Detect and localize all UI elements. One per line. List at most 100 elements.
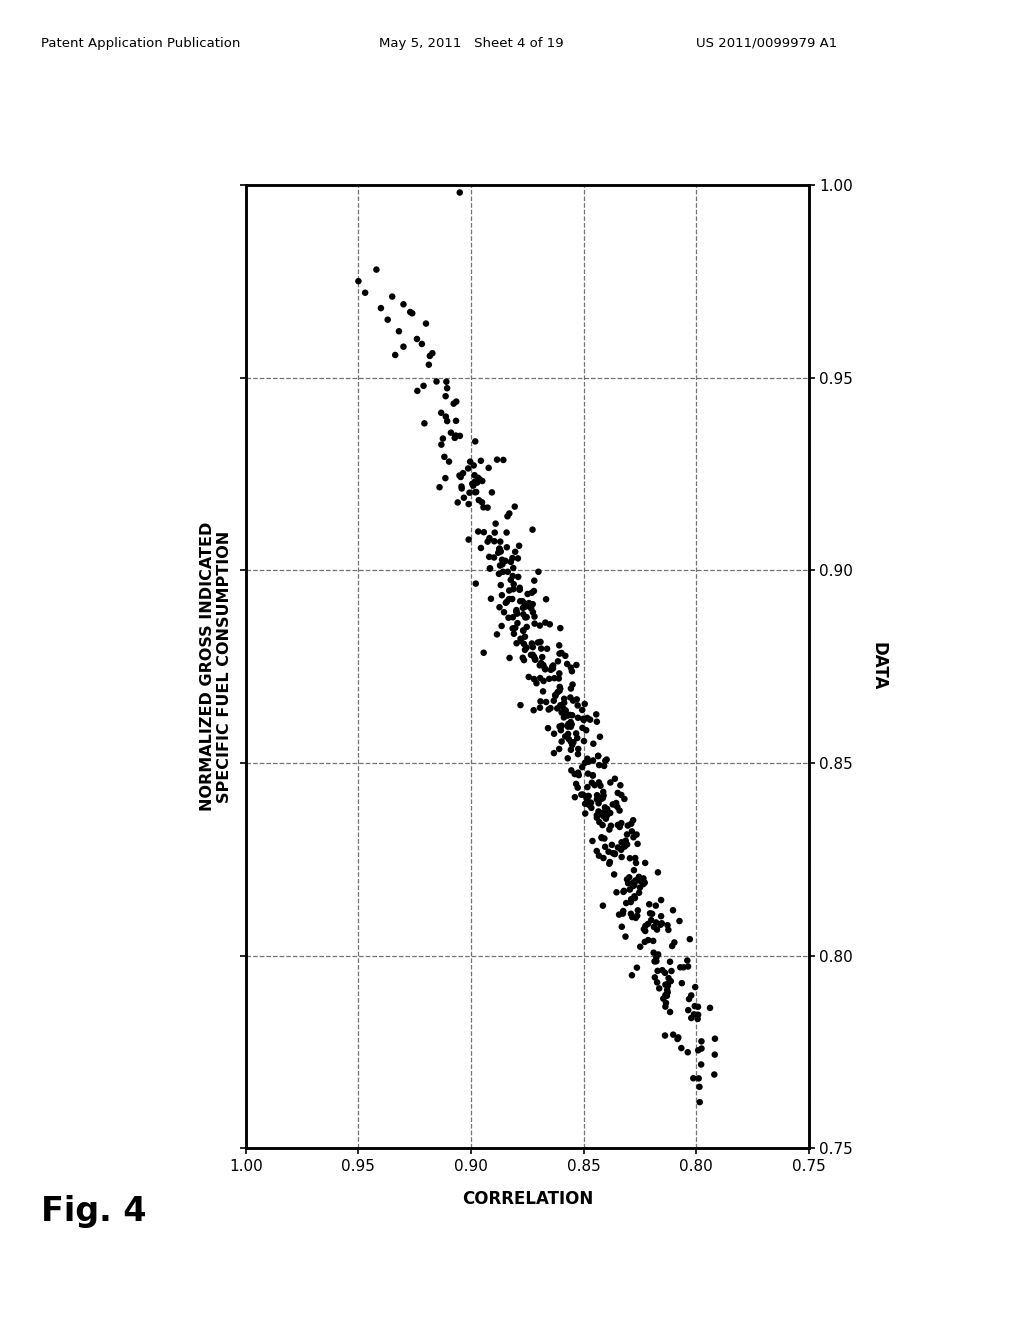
Point — [627, 873, 643, 894]
Point — [646, 950, 663, 972]
Point — [564, 661, 581, 682]
Point — [529, 632, 546, 653]
Point — [474, 492, 490, 513]
Point — [557, 645, 573, 667]
Point — [545, 657, 561, 678]
Point — [620, 873, 636, 894]
Point — [350, 271, 367, 292]
Point — [589, 784, 605, 805]
Point — [438, 371, 455, 392]
Point — [561, 729, 578, 750]
Point — [628, 870, 644, 891]
Point — [580, 785, 596, 807]
Point — [574, 700, 591, 721]
Point — [651, 978, 668, 999]
Point — [674, 973, 690, 994]
Point — [601, 818, 617, 840]
Point — [488, 624, 505, 645]
Point — [656, 962, 673, 983]
Point — [479, 531, 496, 552]
Point — [609, 783, 626, 804]
Point — [509, 603, 525, 624]
Point — [490, 564, 507, 585]
Point — [466, 465, 482, 486]
Point — [391, 321, 408, 342]
Point — [613, 846, 630, 867]
Point — [598, 808, 614, 829]
Point — [447, 425, 464, 446]
Point — [624, 821, 640, 842]
Point — [590, 746, 606, 767]
Point — [431, 477, 447, 498]
Point — [552, 676, 568, 697]
Point — [473, 537, 489, 558]
Point — [570, 738, 587, 759]
Point — [452, 465, 468, 486]
Point — [597, 750, 613, 771]
Point — [637, 853, 653, 874]
Point — [643, 909, 659, 931]
Point — [662, 952, 678, 973]
Point — [418, 313, 434, 334]
Point — [622, 879, 638, 900]
Point — [707, 1044, 723, 1065]
Point — [604, 793, 621, 814]
Point — [657, 993, 674, 1014]
Point — [568, 774, 585, 795]
Point — [503, 552, 519, 573]
Point — [664, 936, 680, 957]
Point — [614, 903, 631, 924]
Point — [553, 719, 569, 741]
Point — [575, 730, 592, 751]
Point — [622, 847, 638, 869]
Point — [481, 528, 498, 549]
Point — [505, 578, 521, 599]
Point — [538, 692, 554, 713]
Point — [690, 997, 707, 1018]
Point — [494, 585, 510, 606]
Point — [523, 634, 540, 655]
Point — [562, 717, 579, 738]
Point — [597, 797, 613, 818]
Point — [454, 477, 470, 498]
Point — [546, 723, 562, 744]
Point — [552, 678, 568, 700]
Point — [532, 631, 549, 652]
Point — [707, 1064, 723, 1085]
Point — [605, 842, 622, 863]
Point — [628, 853, 644, 874]
Point — [670, 1027, 686, 1048]
Point — [455, 462, 471, 483]
Point — [517, 639, 534, 660]
Point — [579, 788, 595, 809]
Point — [536, 671, 552, 692]
Point — [594, 814, 610, 836]
Point — [562, 686, 579, 708]
Point — [585, 830, 601, 851]
Point — [482, 558, 499, 579]
Point — [606, 793, 623, 814]
Point — [624, 965, 640, 986]
Text: US 2011/0099979 A1: US 2011/0099979 A1 — [696, 37, 838, 50]
Point — [481, 546, 498, 568]
Point — [435, 428, 452, 449]
Point — [524, 594, 541, 615]
Point — [657, 985, 674, 1006]
Point — [658, 985, 675, 1006]
Point — [416, 413, 432, 434]
Point — [507, 496, 523, 517]
Point — [613, 813, 630, 834]
Point — [680, 1041, 696, 1063]
Point — [523, 582, 540, 603]
Point — [650, 862, 667, 883]
Point — [611, 800, 628, 821]
Point — [476, 521, 493, 543]
Point — [553, 702, 569, 723]
Point — [514, 590, 530, 611]
Point — [421, 354, 437, 375]
Point — [541, 700, 557, 721]
Point — [515, 598, 531, 619]
Point — [441, 451, 458, 473]
Point — [537, 659, 553, 680]
Point — [665, 1024, 681, 1045]
